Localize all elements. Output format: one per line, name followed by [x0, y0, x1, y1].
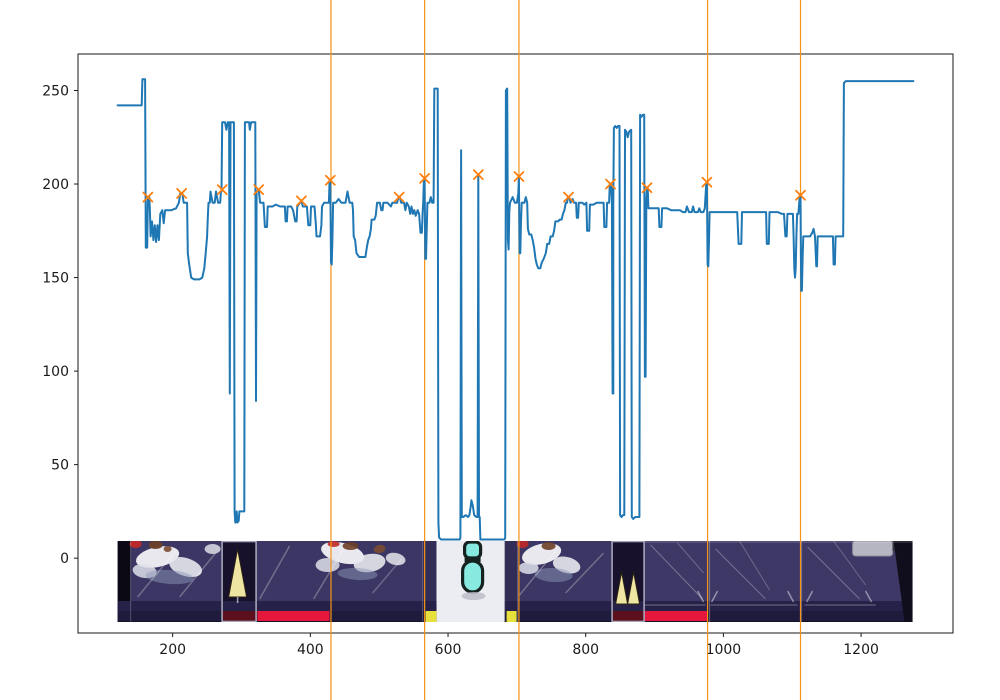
- strip-detail-line: [805, 590, 814, 603]
- strip-shape-rect: [460, 559, 485, 594]
- y-tick-label: 200: [42, 177, 69, 193]
- strip-shape-rect: [221, 611, 258, 621]
- y-tick-label: 150: [42, 271, 69, 287]
- strip-shape-rect: [504, 621, 913, 622]
- strip-shape-rect: [611, 541, 645, 622]
- signal-line: [116, 78, 915, 541]
- peak-marker-x: [795, 189, 806, 201]
- x-tick-label: 800: [572, 642, 599, 658]
- peak-marker-x: [513, 171, 525, 182]
- axis-ticks: 200 400 600 800 1000 1200 0 50 100 150 200 250: [42, 83, 879, 658]
- strip-blob: [204, 544, 221, 554]
- strip-blob: [145, 569, 194, 585]
- axes-frame: [77, 53, 954, 634]
- strip-blob: [353, 553, 386, 573]
- peak-marker-x: [216, 184, 228, 196]
- x-tick-label: 600: [435, 642, 462, 658]
- strip-blob: [461, 592, 486, 600]
- signal-trace: [116, 78, 915, 541]
- peak-marker-x: [324, 174, 336, 186]
- strip-detail-line: [677, 542, 704, 574]
- peak-marker-x: [641, 182, 653, 194]
- strip-detail-line: [565, 552, 605, 594]
- strip-shape-rect: [257, 611, 330, 621]
- strip-shape-rect: [117, 601, 437, 611]
- strip-detail-line: [739, 541, 771, 591]
- strip-blob: [337, 567, 378, 581]
- y-tick-label: 50: [51, 458, 69, 474]
- strip-blob: [129, 541, 142, 548]
- strip-detail-line: [710, 590, 719, 603]
- strip-blob: [516, 541, 529, 548]
- x-tick-label: 400: [297, 642, 324, 658]
- strip-detail-line: [786, 590, 795, 603]
- strip-shape-rect: [611, 611, 645, 621]
- strip-detail-line: [179, 552, 217, 598]
- strip-shape-rect: [644, 611, 708, 621]
- peak-marker-x: [142, 191, 154, 203]
- strip-shape-rect: [852, 541, 894, 557]
- strip-detail-line: [864, 590, 873, 603]
- peak-marker-x: [295, 195, 307, 207]
- strip-detail-line: [258, 545, 291, 600]
- strip-shape-rect: [504, 611, 612, 621]
- strip-blob: [315, 558, 340, 572]
- strip-blob: [163, 546, 172, 552]
- y-tick-label: 0: [60, 551, 69, 567]
- strip-shape-rect: [463, 541, 483, 560]
- peak-marker-x: [176, 187, 188, 199]
- peak-marker-x: [605, 178, 616, 190]
- peak-marker-x: [701, 176, 713, 188]
- strip-shape-rect: [117, 611, 222, 621]
- strip-blob: [148, 541, 163, 549]
- strip-shape-rect: [506, 611, 517, 622]
- strip-shape-polygon: [893, 541, 913, 622]
- axes-spines: [77, 53, 954, 634]
- strip-blob: [518, 562, 539, 574]
- strip-blob: [373, 544, 386, 554]
- strip-blob: [342, 542, 359, 550]
- peak-marker-x: [472, 169, 484, 181]
- peak-marker-x: [393, 191, 405, 203]
- x-tick-label: 200: [159, 642, 186, 658]
- strip-shape-polygon: [626, 571, 641, 605]
- strip-blob: [327, 541, 340, 547]
- strip-content: [117, 541, 913, 622]
- strip-shape-rect: [504, 601, 913, 611]
- strip-detail-line: [807, 546, 860, 600]
- strip-blob: [534, 567, 573, 583]
- inset-image-strip: [117, 541, 913, 622]
- peak-marker-x: [419, 173, 431, 184]
- strip-detail-line: [372, 558, 403, 594]
- strip-detail-line: [715, 548, 766, 600]
- strip-detail-line: [650, 544, 703, 600]
- peak-markers: [142, 169, 806, 207]
- x-tick-label: 1200: [843, 642, 879, 658]
- peak-marker-x: [563, 191, 574, 203]
- x-tick-label: 1000: [706, 642, 742, 658]
- strip-shape-rect: [117, 621, 437, 622]
- strip-blob: [385, 552, 406, 566]
- strip-shape-rect: [707, 611, 913, 621]
- strip-detail-line: [312, 548, 345, 600]
- strip-shape-rect: [329, 611, 437, 621]
- strip-shape-rect: [425, 611, 437, 622]
- strip-detail-line: [519, 550, 557, 596]
- strip-detail-line: [696, 590, 705, 603]
- event-vlines: [330, 0, 802, 700]
- y-tick-label: 100: [42, 364, 69, 380]
- strip-shape-polygon: [614, 571, 629, 605]
- strip-detail-line: [833, 541, 867, 586]
- y-tick-label: 250: [42, 83, 69, 99]
- strip-shape-rect: [221, 541, 257, 622]
- strip-blob: [541, 542, 556, 550]
- peak-marker-x: [253, 184, 265, 196]
- strip-detail-line: [137, 550, 177, 598]
